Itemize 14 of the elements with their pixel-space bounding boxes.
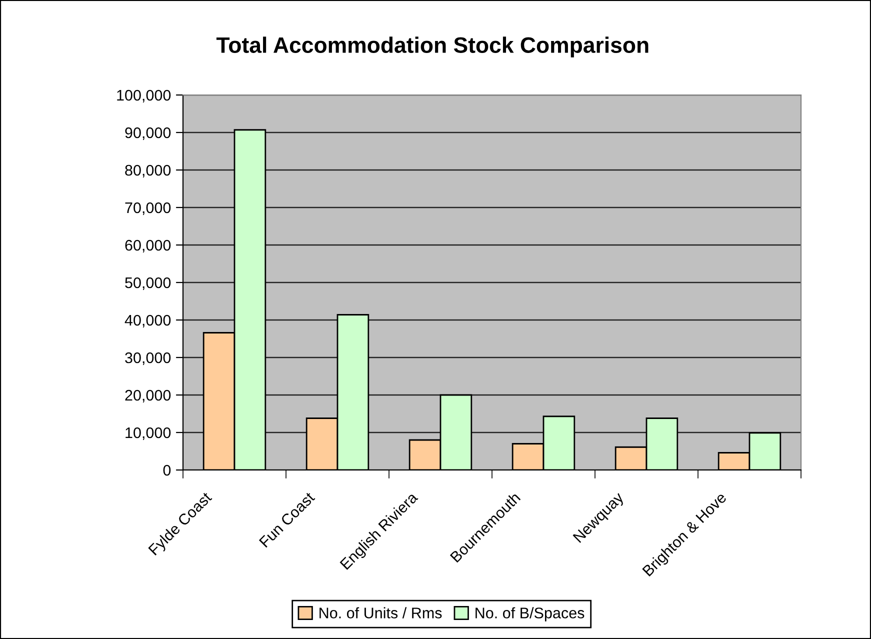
legend-label: No. of B/Spaces [476,607,584,622]
chart-title: Total Accommodation Stock Comparison [216,36,648,58]
y-tick-label: 60,000 [125,240,171,252]
y-tick-label: 90,000 [125,127,171,140]
y-tick-label: 0 [163,464,171,476]
y-tick-label: 20,000 [125,390,171,402]
legend-label: No. of Units / Rms [320,607,442,618]
y-tick-label: 100,000 [117,90,171,102]
y-tick-label: 40,000 [124,314,171,328]
y-tick-label: 50,000 [125,277,171,290]
y-tick-label: 80,000 [125,164,171,178]
y-tick-label: 70,000 [125,202,171,215]
y-tick-label: 10,000 [126,427,171,440]
y-tick-label: 30,000 [125,352,171,365]
